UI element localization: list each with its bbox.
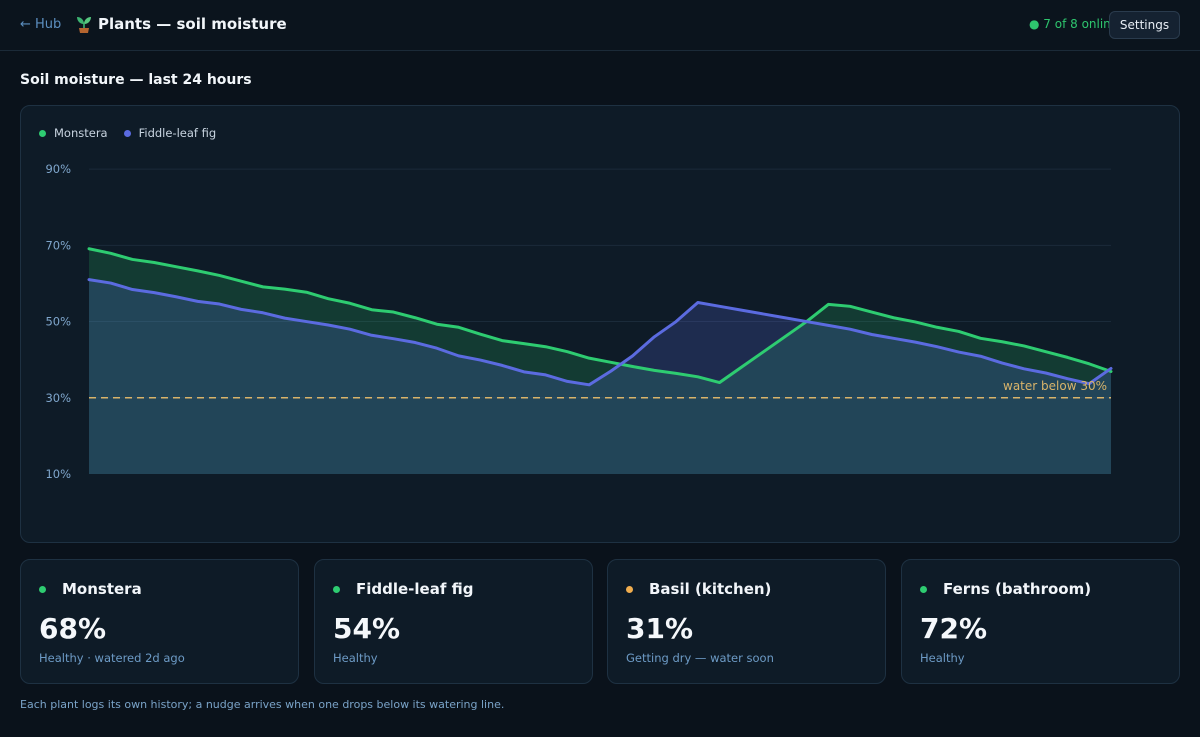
plant-card-basil[interactable]: Basil (kitchen) 31% Getting dry — water … — [607, 559, 886, 684]
y-tick-label: 10% — [45, 467, 71, 481]
status-dot — [626, 586, 633, 593]
moisture-value: 31% — [626, 612, 694, 645]
legend-swatch-monstera — [39, 129, 46, 137]
plant-card-fiddle-leaf-fig[interactable]: Fiddle-leaf fig 54% Healthy — [314, 559, 593, 684]
threshold-label: water below 30% — [1003, 379, 1107, 393]
y-tick-label: 50% — [45, 315, 71, 329]
online-status: ● 7 of 8 online — [1029, 17, 1119, 31]
moisture-value: 68% — [39, 612, 107, 645]
back-to-hub-link[interactable]: ← Hub — [20, 17, 62, 32]
y-tick-label: 70% — [45, 238, 71, 252]
plant-status: Healthy — [333, 651, 378, 665]
top-bar: ← Hub Plants — soil moisture ● 7 of 8 on… — [0, 0, 1200, 51]
plant-name: Ferns (bathroom) — [943, 580, 1092, 598]
legend-item-monstera: Monstera — [39, 126, 108, 140]
plant-name: Fiddle-leaf fig — [356, 580, 474, 598]
moisture-chart-card: 90% 70% 50% 30% 10% water below 30% Monstera … — [20, 105, 1180, 543]
plant-status: Healthy — [920, 651, 965, 665]
series-line-0 — [87, 247, 1113, 385]
plant-status: Getting dry — water soon — [626, 651, 774, 665]
moisture-value: 72% — [920, 612, 988, 645]
plant-cards: Monstera 68% Healthy · watered 2d ago Fi… — [20, 559, 1180, 684]
legend-label-fiddle-leaf-fig: Fiddle-leaf fig — [138, 126, 217, 140]
seedling-icon — [77, 17, 91, 33]
status-dot — [920, 586, 927, 593]
legend-item-fiddle-leaf-fig: Fiddle-leaf fig — [123, 126, 217, 140]
moisture-value: 54% — [333, 612, 401, 645]
legend-swatch-fiddle-leaf-fig — [123, 129, 131, 137]
moisture-chart: 90% 70% 50% 30% 10% water below 30% — [45, 162, 1113, 481]
settings-button[interactable]: Settings — [1109, 11, 1180, 39]
series-line-1 — [87, 278, 1113, 387]
page-title: Plants — soil moisture — [98, 15, 287, 33]
status-dot — [39, 586, 46, 593]
chart-legend: Monstera Fiddle-leaf fig — [39, 126, 232, 140]
plant-card-ferns[interactable]: Ferns (bathroom) 72% Healthy — [901, 559, 1180, 684]
y-tick-label: 30% — [45, 391, 71, 405]
footer-note: Each plant logs its own history; a nudge… — [20, 698, 505, 711]
plant-card-monstera[interactable]: Monstera 68% Healthy · watered 2d ago — [20, 559, 299, 684]
y-tick-label: 90% — [45, 162, 71, 176]
chart-section-title: Soil moisture — last 24 hours — [20, 72, 252, 88]
legend-label-monstera: Monstera — [54, 126, 108, 140]
plant-status: Healthy · watered 2d ago — [39, 651, 185, 665]
plant-name: Monstera — [62, 580, 142, 598]
plant-name: Basil (kitchen) — [649, 580, 772, 598]
status-dot — [333, 586, 340, 593]
